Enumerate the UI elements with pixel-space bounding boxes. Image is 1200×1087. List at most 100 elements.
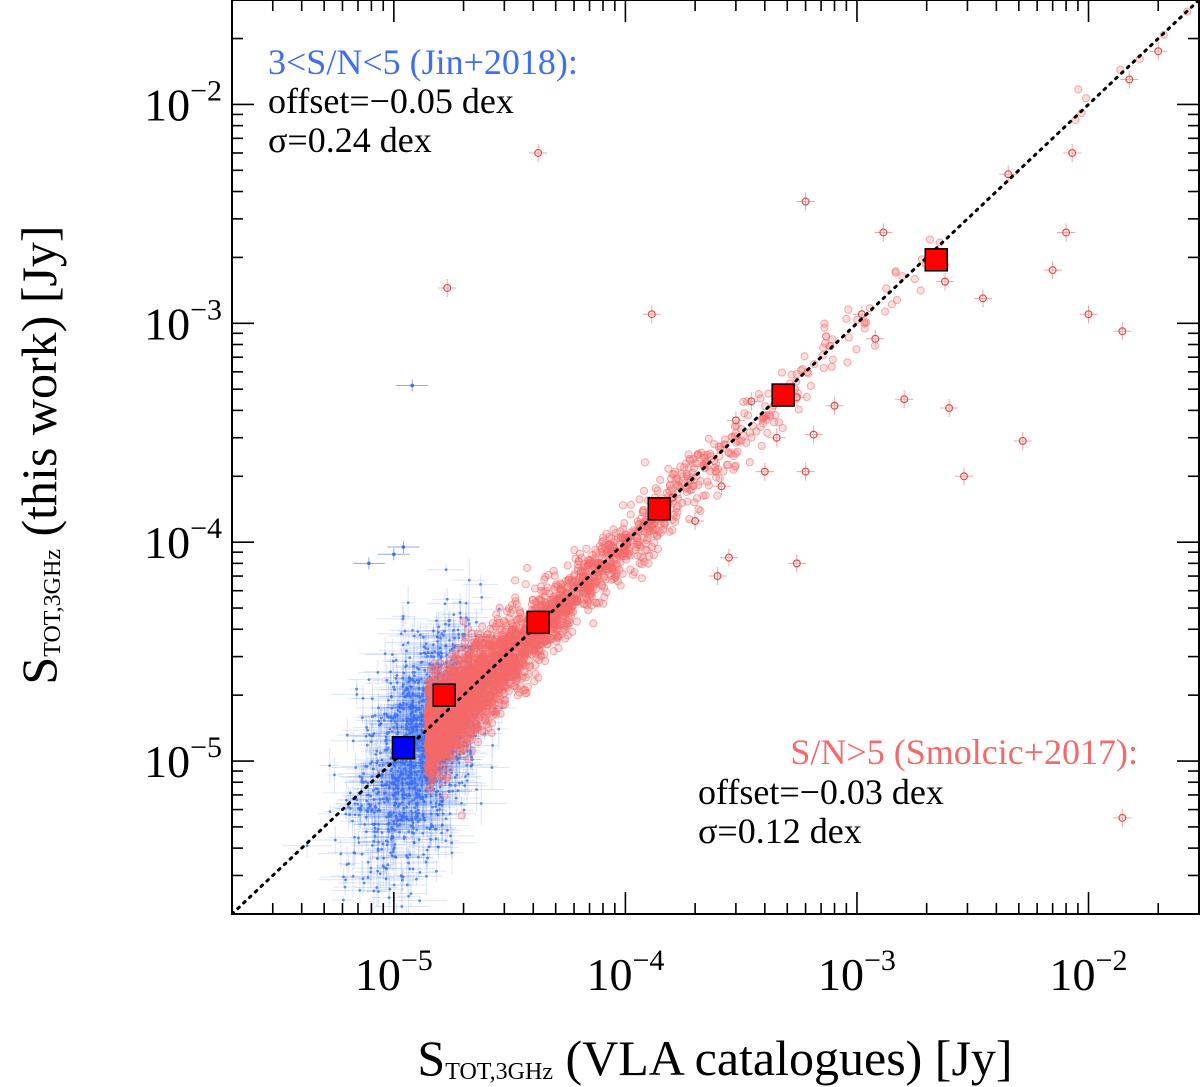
blue-point (357, 807, 361, 810)
blue-point (390, 773, 394, 777)
blue-point (463, 784, 467, 788)
red-point (820, 319, 829, 328)
red-point (626, 510, 635, 519)
blue-point (405, 794, 409, 798)
red-point (492, 610, 501, 619)
red-point (639, 507, 648, 516)
blue-point (448, 812, 452, 816)
blue-point (453, 644, 457, 648)
blue-point (400, 819, 404, 822)
blue-point (372, 823, 376, 826)
red-point (525, 661, 535, 670)
blue-point (405, 694, 408, 698)
blue-point (401, 875, 405, 879)
blue-point (353, 835, 356, 839)
blue-point (415, 773, 419, 777)
blue-point (408, 853, 412, 856)
blue-point (436, 630, 440, 634)
red-point (521, 580, 530, 589)
blue-point (449, 834, 452, 838)
blue-point (454, 796, 458, 800)
blue-point (435, 869, 438, 873)
blue-point (414, 722, 418, 726)
blue-point (396, 709, 400, 712)
red-point (844, 333, 853, 342)
blue-point (414, 810, 417, 814)
blue-point (392, 725, 396, 729)
blue-point (401, 719, 405, 722)
blue-point (359, 808, 363, 812)
blue-point (398, 818, 402, 822)
blue-point (392, 822, 396, 826)
blue-point (417, 701, 421, 705)
blue-point (384, 877, 388, 881)
blue-point (413, 787, 417, 791)
red-point (910, 275, 919, 284)
red-point (694, 505, 703, 514)
blue-point (377, 771, 381, 775)
blue-point (404, 772, 408, 776)
blue-point (355, 693, 359, 696)
blue-point (418, 633, 422, 637)
blue-point (397, 705, 401, 709)
blue-point (419, 715, 423, 719)
blue-point (393, 791, 397, 794)
blue-point (365, 743, 369, 747)
blue-point (396, 776, 399, 780)
blue-point (433, 827, 437, 831)
blue-point (396, 732, 399, 736)
blue-point (469, 764, 473, 768)
blue-point (375, 761, 379, 765)
red-point (426, 786, 435, 795)
blue-point (435, 619, 438, 623)
blue-point (370, 715, 374, 719)
blue-point (401, 676, 405, 680)
blue-point (446, 828, 449, 832)
blue-point (373, 830, 377, 834)
blue-point (416, 630, 420, 633)
red-point (757, 441, 766, 450)
blue-point (345, 733, 349, 737)
red-point (763, 428, 772, 438)
blue-point (385, 780, 389, 784)
blue-point (411, 728, 415, 731)
blue-point (448, 618, 452, 622)
blue-point (369, 870, 373, 874)
red-point (828, 355, 837, 364)
blue-point (375, 857, 379, 860)
red-point (478, 622, 487, 631)
blue-point (389, 851, 392, 855)
blue-point (339, 852, 343, 856)
blue-point (387, 786, 391, 790)
blue-point (367, 793, 371, 797)
blue-point (444, 817, 448, 821)
blue-point (401, 643, 405, 647)
blue-point (425, 826, 429, 830)
blue-point (361, 716, 364, 719)
blue-point (388, 887, 392, 891)
blue-point (380, 780, 384, 784)
blue-point (380, 831, 384, 834)
blue-point (398, 812, 401, 816)
blue-point (394, 778, 398, 782)
red-point (764, 389, 773, 398)
blue-point (429, 826, 433, 829)
blue-point (421, 742, 425, 746)
blue-point (420, 728, 423, 732)
blue-point (405, 854, 408, 857)
blue-point (415, 828, 419, 832)
blue-point (408, 656, 412, 660)
blue-point (386, 746, 390, 750)
blue-point (362, 881, 366, 885)
blue-point (434, 802, 438, 805)
blue-point (438, 646, 442, 650)
blue-point (384, 866, 388, 870)
blue-point (406, 688, 410, 691)
blue-point (381, 864, 385, 868)
blue-point (453, 776, 457, 779)
blue-point (389, 715, 393, 719)
blue-point (364, 780, 368, 783)
blue-point (409, 776, 413, 780)
blue-point (360, 804, 364, 807)
blue-point (355, 687, 359, 691)
